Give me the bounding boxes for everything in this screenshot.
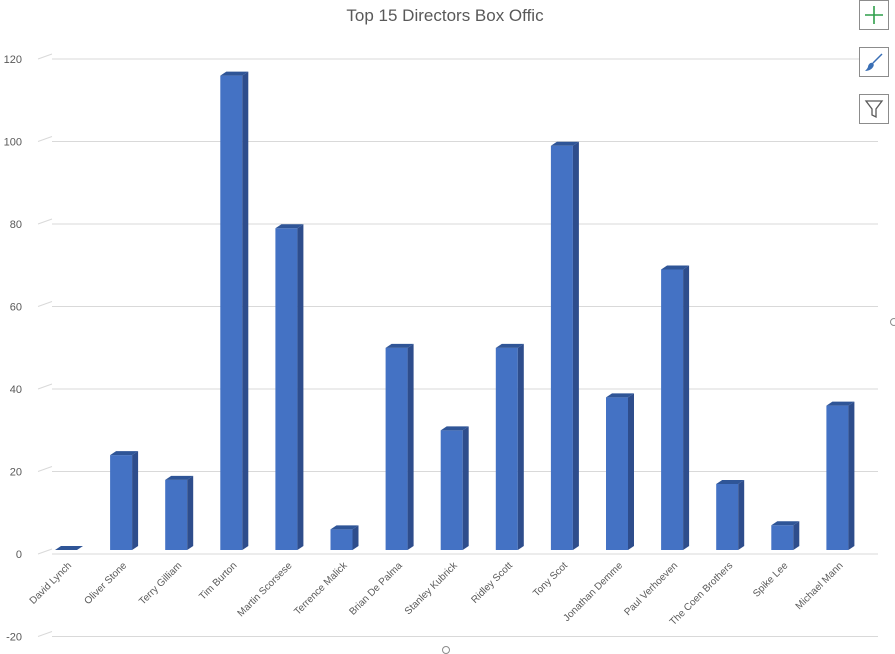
bar[interactable]	[550, 141, 579, 550]
x-category-label: Tim Burton	[197, 560, 239, 602]
bar[interactable]	[220, 71, 249, 550]
bar[interactable]	[661, 265, 690, 551]
bar[interactable]	[771, 521, 800, 550]
plus-icon	[865, 6, 883, 24]
bar[interactable]	[716, 480, 745, 550]
y-axis-ticks: -20 0 20 40 60 80 100 120	[4, 54, 22, 644]
x-category-label: Oliver Stone	[83, 560, 130, 607]
y-tick-label: 60	[10, 302, 22, 314]
gridline-edge	[37, 53, 53, 60]
x-category-label: Ridley Scott	[469, 560, 515, 606]
gridline-edge	[37, 136, 53, 142]
bar[interactable]	[275, 224, 304, 550]
bar[interactable]	[440, 426, 469, 550]
y-tick-label: 80	[10, 219, 22, 231]
x-category-label: Michael Mann	[794, 560, 846, 612]
bar[interactable]	[55, 546, 83, 550]
bar[interactable]	[110, 451, 139, 550]
x-axis-labels: David Lynch Oliver Stone Terry Gilliam Tim …	[28, 560, 846, 628]
x-category-label: Spike Lee	[751, 560, 791, 600]
gridline-edge	[37, 301, 53, 307]
y-tick-label: 0	[16, 549, 22, 561]
x-category-label: Martin Scorsese	[236, 560, 295, 619]
paintbrush-icon	[865, 53, 883, 71]
bars	[55, 71, 855, 551]
y-tick-label: 40	[10, 384, 22, 396]
gridline-edge	[37, 466, 53, 472]
x-category-label: Paul Verhoeven	[623, 560, 681, 618]
y-tick-label: -20	[6, 632, 22, 644]
chart-elements-button[interactable]	[859, 0, 889, 30]
y-tick-label: 100	[4, 137, 22, 149]
bar[interactable]	[165, 475, 194, 550]
x-category-label: Brian De Palma	[347, 560, 405, 618]
x-category-label: Jonathan Demme	[562, 560, 626, 624]
x-category-label: Terrence Malick	[292, 560, 350, 618]
bar[interactable]	[330, 525, 359, 550]
chart-title: Top 15 Directors Box Offic	[346, 6, 544, 25]
resize-handle-bottom[interactable]	[442, 646, 450, 654]
gridline-edge	[37, 548, 53, 555]
resize-handle-right[interactable]	[890, 318, 895, 326]
gridline-edge	[37, 218, 53, 225]
bar[interactable]	[495, 343, 524, 550]
gridline-edge	[37, 631, 53, 637]
x-category-label: Terry Gilliam	[137, 560, 184, 607]
x-category-label: The Coen Brothers	[668, 560, 736, 628]
x-category-label: Stanley Kubrick	[403, 560, 461, 618]
y-tick-label: 20	[10, 467, 22, 479]
bar[interactable]	[606, 393, 634, 550]
chart-styles-button[interactable]	[859, 47, 889, 77]
bar[interactable]	[826, 401, 855, 550]
bar[interactable]	[385, 343, 414, 550]
y-tick-label: 120	[4, 54, 22, 66]
filter-icon	[864, 100, 884, 119]
x-category-label: Tony Scot	[531, 560, 570, 599]
gridline-edge	[37, 383, 53, 390]
chart-filters-button[interactable]	[859, 94, 889, 124]
x-category-label: David Lynch	[28, 560, 74, 606]
